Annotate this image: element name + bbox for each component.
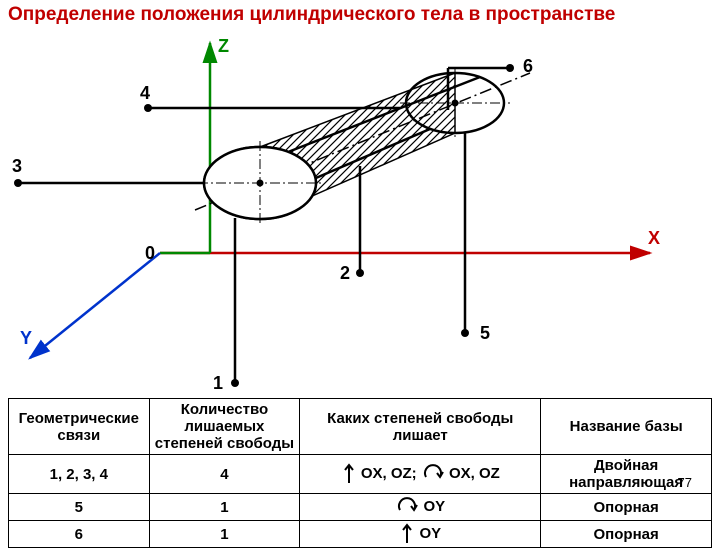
- constraints-table: Геометрические связи Количество лишаемых…: [8, 398, 712, 548]
- point-2-label: 2: [340, 263, 350, 284]
- cell-dof: OY: [300, 494, 541, 521]
- cell-count: 1: [149, 494, 300, 521]
- translation-icon: [341, 463, 357, 485]
- cell-count: 1: [149, 521, 300, 548]
- point-3-label: 3: [12, 156, 22, 177]
- table-row: 6 1 OY Опорная: [9, 521, 712, 548]
- dof-rot-text: OY: [423, 498, 445, 515]
- th-base: Название базы: [541, 399, 712, 455]
- rotation-icon: [421, 463, 445, 485]
- point-5-label: 5: [480, 323, 490, 344]
- constraint-5-dot: [461, 329, 469, 337]
- th-dof: Каких степеней свободы лишает: [300, 399, 541, 455]
- constraint-3-dot: [14, 179, 22, 187]
- constraint-4-dot: [144, 104, 152, 112]
- z-axis-label: Z: [218, 36, 229, 57]
- page-title: Определение положения цилиндрического те…: [0, 0, 720, 28]
- cell-base: Опорная: [541, 521, 712, 548]
- y-axis: [30, 253, 160, 358]
- dof-trans-text: OY: [419, 525, 441, 542]
- point-4-label: 4: [140, 83, 150, 104]
- rotation-icon: [395, 496, 419, 518]
- cell-count: 4: [149, 455, 300, 494]
- constraint-1-dot: [231, 379, 239, 387]
- cell-links: 5: [9, 494, 150, 521]
- th-links: Геометрические связи: [9, 399, 150, 455]
- dof-rot-text: OX, OZ: [449, 465, 500, 482]
- cell-links: 6: [9, 521, 150, 548]
- cell-base: Опорная: [541, 494, 712, 521]
- diagram-svg: [0, 28, 720, 398]
- constraint-2-dot: [356, 269, 364, 277]
- cell-dof: OX, OZ; OX, OZ: [300, 455, 541, 494]
- x-axis-label: X: [648, 228, 660, 249]
- th-count: Количество лишаемых степеней свободы: [149, 399, 300, 455]
- cylinder-diagram: Z X Y 0 1 2 3 4 5 6: [0, 28, 720, 398]
- cell-links: 1, 2, 3, 4: [9, 455, 150, 494]
- point-1-label: 1: [213, 373, 223, 394]
- point-6-label: 6: [523, 56, 533, 77]
- origin-label: 0: [145, 243, 155, 264]
- cell-dof: OY: [300, 521, 541, 548]
- dof-trans-text: OX, OZ;: [361, 465, 417, 482]
- constraint-6-dot: [506, 64, 514, 72]
- table-row: 5 1 OY Опорная: [9, 494, 712, 521]
- slide-number: 77: [678, 475, 692, 490]
- translation-icon: [399, 523, 415, 545]
- table-row: 1, 2, 3, 4 4 OX, OZ; OX, OZ Двойная напр…: [9, 455, 712, 494]
- y-axis-label: Y: [20, 328, 32, 349]
- table-header-row: Геометрические связи Количество лишаемых…: [9, 399, 712, 455]
